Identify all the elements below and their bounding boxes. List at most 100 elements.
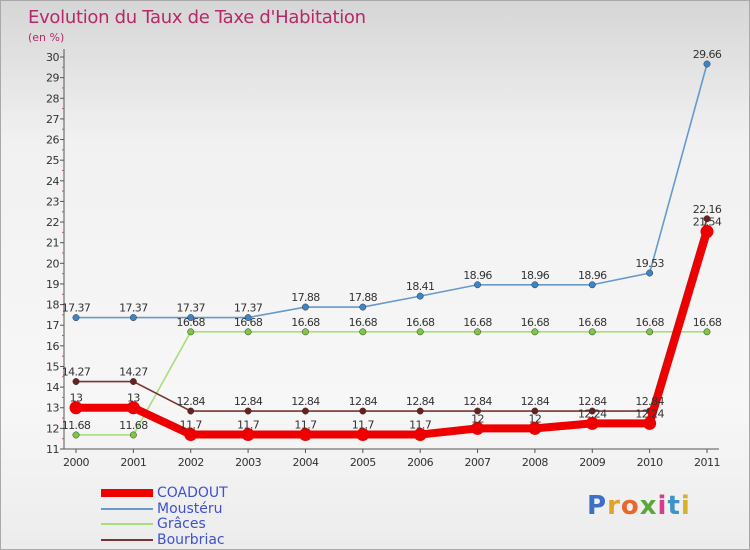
data-point xyxy=(302,328,309,336)
y-tick-label: 19 xyxy=(46,278,59,291)
y-tick-label: 29 xyxy=(46,72,59,85)
x-tick-label: 2005 xyxy=(350,456,376,469)
data-label: 18.96 xyxy=(521,269,550,282)
data-point xyxy=(129,431,137,439)
data-point xyxy=(244,407,252,415)
data-point xyxy=(187,407,195,415)
y-tick-label: 13 xyxy=(46,402,59,415)
data-label: 11.7 xyxy=(352,419,375,432)
data-label: 12.84 xyxy=(635,395,664,408)
data-label: 18.96 xyxy=(578,269,607,282)
legend-swatch xyxy=(101,508,153,510)
data-point xyxy=(703,60,711,68)
logo-letter: o xyxy=(620,491,640,521)
data-point xyxy=(531,407,539,415)
data-point xyxy=(244,328,252,336)
data-point xyxy=(531,281,539,289)
legend-swatch xyxy=(101,489,153,497)
data-point xyxy=(416,292,424,300)
data-label: 16.68 xyxy=(406,316,435,329)
legend-label: COADOUT xyxy=(157,485,228,501)
chart-unit: (en %) xyxy=(28,31,65,44)
data-point xyxy=(528,421,542,435)
y-tick-label: 25 xyxy=(46,154,59,167)
data-label: 12.84 xyxy=(234,395,263,408)
data-point xyxy=(588,407,596,415)
data-point xyxy=(588,281,596,289)
y-tick-label: 11 xyxy=(46,443,59,456)
proxiti-logo: Proxiti xyxy=(587,491,691,521)
y-tick-label: 22 xyxy=(46,216,59,229)
y-tick-label: 27 xyxy=(46,113,59,126)
series-line-grâces xyxy=(75,331,708,436)
data-point xyxy=(646,328,654,336)
x-tick-label: 2003 xyxy=(235,456,261,469)
data-point xyxy=(700,225,714,239)
data-point xyxy=(531,328,539,336)
logo-letter: i xyxy=(657,491,668,521)
data-point xyxy=(474,407,481,415)
data-label: 13 xyxy=(127,392,140,405)
data-point xyxy=(585,416,599,430)
data-point xyxy=(416,407,424,415)
logo-letter: i xyxy=(680,491,691,521)
data-point xyxy=(126,401,140,415)
x-tick-label: 2007 xyxy=(465,456,491,469)
data-point xyxy=(184,428,198,442)
data-label: 16.68 xyxy=(521,316,550,329)
series-line-coadout xyxy=(72,227,711,439)
data-label: 16.68 xyxy=(463,316,492,329)
y-tick-label: 16 xyxy=(46,340,59,353)
data-point xyxy=(413,428,427,442)
legend-label: Grâces xyxy=(157,516,206,532)
legend-swatch xyxy=(101,539,153,541)
data-label: 14.27 xyxy=(119,366,148,379)
y-tick-label: 18 xyxy=(46,299,59,312)
y-tick-label: 30 xyxy=(46,51,59,64)
data-label: 13 xyxy=(70,392,83,405)
logo-letter: r xyxy=(607,491,621,521)
data-label: 29.66 xyxy=(693,48,722,61)
data-label: 12.84 xyxy=(463,395,492,408)
y-tick-label: 26 xyxy=(46,134,59,147)
data-label: 14.27 xyxy=(62,366,91,379)
data-label: 11.7 xyxy=(180,419,203,432)
chart-title: Evolution du Taux de Taxe d'Habitation xyxy=(28,7,366,28)
data-point xyxy=(187,328,195,336)
y-tick-label: 17 xyxy=(46,319,59,332)
data-point xyxy=(416,328,424,336)
data-label: 12.84 xyxy=(406,395,435,408)
data-label: 17.37 xyxy=(119,302,148,315)
data-label: 17.37 xyxy=(176,302,205,315)
data-label: 17.88 xyxy=(291,291,320,304)
data-label: 11.7 xyxy=(294,419,317,432)
data-point xyxy=(72,431,80,439)
data-point xyxy=(241,428,255,442)
data-point xyxy=(474,281,481,289)
y-tick-label: 23 xyxy=(46,195,59,208)
data-label: 17.88 xyxy=(349,291,378,304)
legend-label: Moustéru xyxy=(157,501,223,517)
x-tick-label: 2011 xyxy=(694,456,720,469)
data-point xyxy=(69,401,83,415)
data-point xyxy=(244,314,252,322)
data-label: 21.54 xyxy=(693,216,722,229)
data-label: 11.68 xyxy=(62,419,91,432)
y-tick-label: 20 xyxy=(46,257,59,270)
logo-letter: t xyxy=(667,491,681,521)
data-label: 12.84 xyxy=(291,395,320,408)
y-tick-label: 28 xyxy=(46,92,59,105)
x-tick-label: 2001 xyxy=(120,456,146,469)
x-tick-label: 2004 xyxy=(292,456,318,469)
data-point xyxy=(359,328,367,336)
data-label: 16.68 xyxy=(234,316,263,329)
data-point xyxy=(703,328,711,336)
data-point xyxy=(187,314,195,322)
data-label: 16.68 xyxy=(635,316,664,329)
data-point xyxy=(588,328,596,336)
x-tick-label: 2002 xyxy=(178,456,204,469)
data-point xyxy=(703,215,711,223)
series-line-moustéru xyxy=(75,63,708,319)
